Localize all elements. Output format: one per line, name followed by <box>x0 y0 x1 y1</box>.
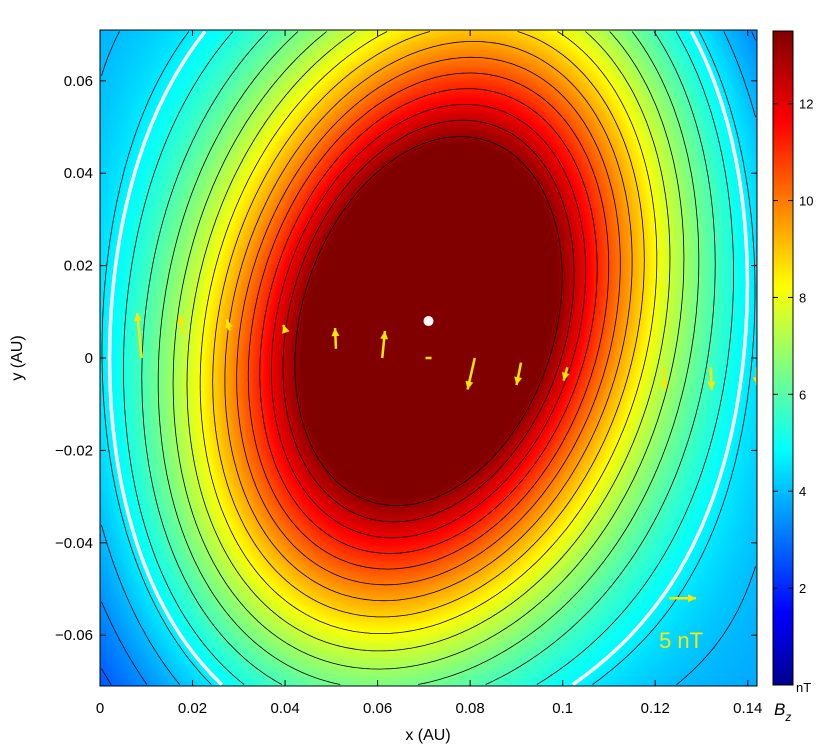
contour-line <box>259 88 598 554</box>
field-vector <box>514 362 523 386</box>
contour-line <box>199 31 658 634</box>
vector-head <box>380 331 389 340</box>
y-tick-label: −0.04 <box>55 535 93 552</box>
y-tick-label: 0.02 <box>64 258 93 275</box>
x-tick-label: 0 <box>96 700 104 717</box>
colorbar: 2 4 6 8 10 12 nT Bz <box>772 30 813 724</box>
field-vector <box>753 367 757 386</box>
vector-head <box>133 313 142 322</box>
vector-head <box>561 371 570 381</box>
contour-line <box>101 668 112 685</box>
colorbar-tick-label: 12 <box>799 97 813 112</box>
scale-vector <box>669 594 697 603</box>
y-axis: 0.06 0.04 0.02 0 −0.02 −0.04 −0.06 <box>55 73 757 644</box>
field-vector <box>660 367 669 390</box>
y-tick-label: 0.06 <box>64 73 93 90</box>
colorbar-tick-label: 4 <box>799 484 806 499</box>
colorbar-gradient <box>773 31 793 685</box>
field-vector <box>707 367 716 390</box>
y-tick-label: −0.06 <box>55 627 93 644</box>
vector-head <box>465 380 474 390</box>
x-tick-label: 0.14 <box>733 700 762 717</box>
vector-head <box>282 324 290 334</box>
field-vector <box>380 330 389 359</box>
colorbar-unit: nT <box>796 680 811 695</box>
x-tick-label: 0.08 <box>456 700 485 717</box>
contour-line <box>157 31 700 685</box>
colorbar-tick-label: 10 <box>799 194 813 209</box>
x-tick-label: 0.06 <box>363 700 392 717</box>
contour-line <box>101 31 756 685</box>
contour-line <box>172 31 685 670</box>
x-tick-label: 0.1 <box>552 700 573 717</box>
scale-arrow <box>669 594 697 603</box>
contour-line <box>141 31 716 685</box>
contour-line <box>101 31 756 685</box>
vector-head <box>688 594 697 603</box>
vector-head <box>514 376 523 386</box>
colorbar-frame <box>772 30 794 686</box>
x-axis-label: x (AU) <box>405 727 450 744</box>
vector-head <box>177 315 186 324</box>
field-vector <box>224 319 233 331</box>
colorbar-ticks: 2 4 6 8 10 12 <box>773 97 813 596</box>
colorbar-label: Bz <box>774 700 791 724</box>
field-maximum-marker <box>423 316 434 327</box>
vector-head <box>331 328 340 337</box>
contour-line <box>212 31 645 618</box>
contour-line <box>270 104 587 539</box>
contour-line <box>282 119 575 523</box>
contour-line <box>123 31 734 685</box>
plot-area <box>99 29 758 687</box>
colorbar-tick-label: 8 <box>799 290 806 305</box>
y-tick-label: 0 <box>85 350 93 367</box>
x-tick-label: 0.12 <box>641 700 670 717</box>
contour-line <box>186 31 671 652</box>
contour-line <box>294 136 563 506</box>
field-vector <box>177 314 186 336</box>
field-vector <box>282 324 290 334</box>
x-tick-label: 0.02 <box>178 700 207 717</box>
field-vector <box>561 366 570 382</box>
field-vector <box>465 357 476 390</box>
contour-line <box>101 31 756 685</box>
x-axis: 0 0.02 0.04 0.06 0.08 0.1 0.12 0.14 <box>96 30 762 717</box>
field-vector <box>133 312 143 359</box>
contour-lines <box>101 30 756 686</box>
field-vector <box>331 328 340 349</box>
vector-head <box>660 381 669 390</box>
colorbar-tick-label: 2 <box>799 581 806 596</box>
vector-head <box>753 377 757 386</box>
contour-line <box>224 41 633 602</box>
contour-boundary <box>107 30 750 686</box>
y-axis-label: y (AU) <box>9 335 26 380</box>
y-tick-label: 0.04 <box>64 165 93 182</box>
field-vectors <box>133 312 757 390</box>
contour-line <box>236 56 621 586</box>
contour-line <box>247 72 610 570</box>
colorbar-tick-label: 6 <box>799 387 806 402</box>
x-tick-label: 0.04 <box>270 700 299 717</box>
vector-head <box>224 319 233 329</box>
scale-arrow-label: 5 nT <box>659 628 703 653</box>
y-tick-label: −0.02 <box>55 442 93 459</box>
vector-head <box>707 381 716 390</box>
